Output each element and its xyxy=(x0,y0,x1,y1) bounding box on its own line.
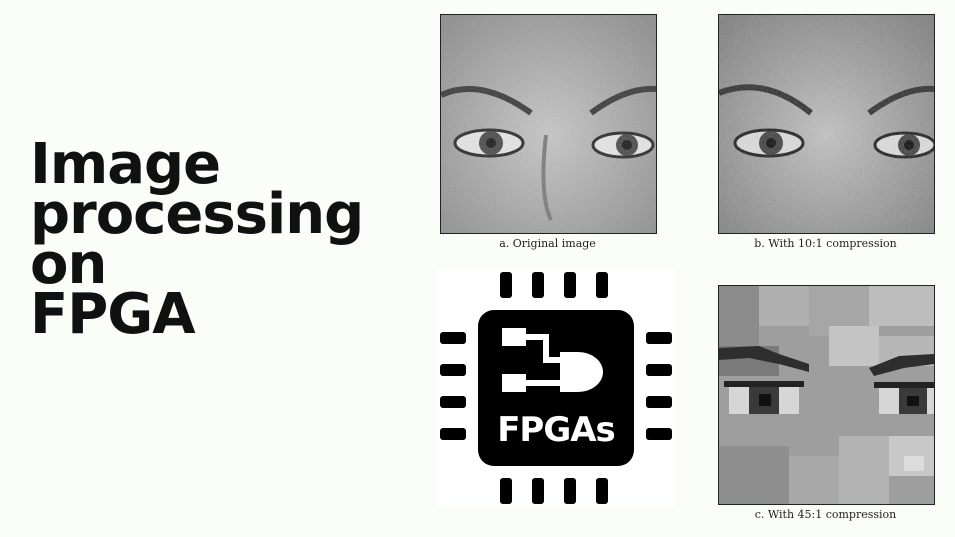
compressed-10-panel xyxy=(718,14,935,234)
fpga-chip-icon: FPGAs xyxy=(438,270,674,506)
compressed-45-panel xyxy=(718,285,935,505)
page-title: Image processing on FPGA xyxy=(30,132,364,347)
original-image-panel xyxy=(440,14,657,234)
eyes-image-10x xyxy=(719,15,934,233)
eyes-image-45x xyxy=(719,286,934,504)
title-line-1: Image xyxy=(30,132,221,197)
eyes-image-original xyxy=(441,15,656,233)
title-line-3: on xyxy=(30,232,107,297)
original-image-caption: a. Original image xyxy=(499,237,596,250)
compressed-10-caption: b. With 10:1 compression xyxy=(754,237,897,250)
compressed-45-caption: c. With 45:1 compression xyxy=(754,508,897,521)
title-line-2: processing xyxy=(30,182,364,247)
fpga-chip-label: FPGAs xyxy=(497,410,616,450)
title-line-4: FPGA xyxy=(30,282,196,347)
